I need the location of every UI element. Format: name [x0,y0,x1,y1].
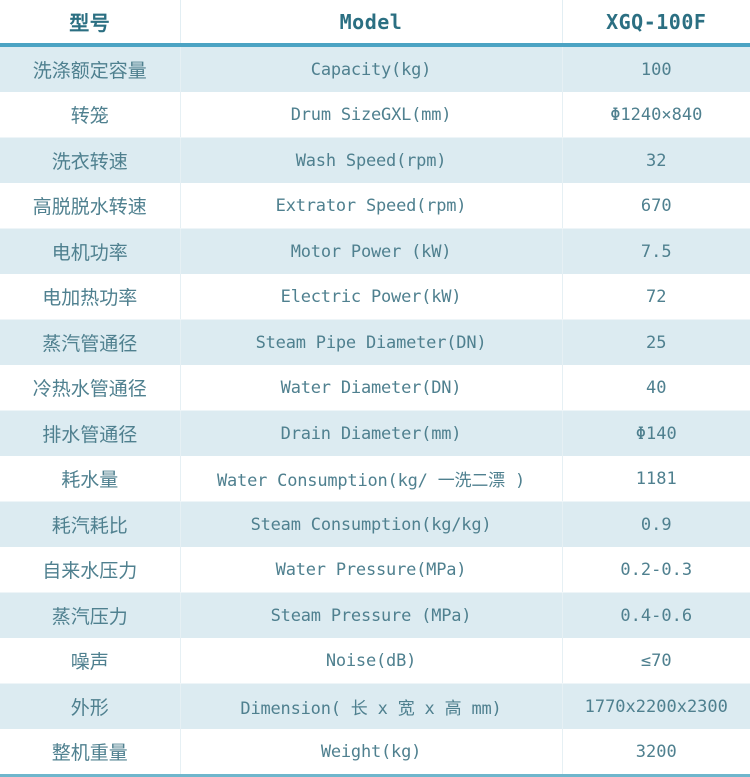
cell-parameter-value: Φ1240×840 [562,92,750,138]
cell-parameter-cn: 转笼 [0,92,181,138]
cell-parameter-cn: 蒸汽压力 [0,592,181,638]
cell-parameter-value: 40 [562,365,750,411]
table-row: 耗水量 Water Consumption(kg/ 一洗二漂 ) 1181 [0,456,750,502]
cell-parameter-cn: 冷热水管通径 [0,365,181,411]
table-row: 洗衣转速 Wash Speed(rpm) 32 [0,137,750,183]
cell-parameter-cn: 洗衣转速 [0,137,181,183]
table-row: 外形 Dimension( 长 x 宽 x 高 mm) 1770x2200x2300 [0,683,750,729]
cell-parameter-en: Steam Pressure (MPa) [180,592,563,638]
cell-parameter-en: Capacity(kg) [180,45,563,92]
cell-parameter-value: 1181 [562,456,750,502]
table-row: 整机重量 Weight(kg) 3200 [0,729,750,777]
cell-parameter-value: 7.5 [640,241,672,262]
table-row: 蒸汽管通径 Steam Pipe Diameter(DN) 25 [0,319,750,365]
column-header-model-cn: 型号 [0,0,181,45]
cell-parameter-value: Φ140 [635,423,677,444]
table-row: 噪声 Noise(dB) ≤70 [0,638,750,684]
cell-parameter-cn: 排水管通径 [0,410,181,456]
table-row: 转笼 Drum SizeGXL(mm) Φ1240×840 [0,92,750,138]
cell-parameter-value: 3200 [562,729,750,777]
table-row: 电机功率 Motor Power (kW) 7.5 [0,228,750,274]
cell-parameter-cn: 洗涤额定容量 [0,45,181,92]
table-header-row: 型号 Model XGQ-100F [0,0,750,45]
table-row: 耗汽耗比 Steam Consumption(kg/kg) 0.9 [0,501,750,547]
cell-parameter-value: 0.9 [640,514,672,535]
cell-parameter-value: 72 [562,274,750,320]
cell-parameter-cn: 整机重量 [0,729,181,777]
cell-parameter-value: 100 [640,59,672,80]
column-header-model-value: XGQ-100F [606,9,707,34]
cell-parameter-en: Water Pressure(MPa) [180,547,563,593]
cell-parameter-value: ≤70 [562,638,750,684]
cell-parameter-en: Motor Power (kW) [180,228,563,274]
cell-parameter-en: Wash Speed(rpm) [180,137,563,183]
cell-parameter-cn: 自来水压力 [0,547,181,593]
cell-parameter-en: Water Diameter(DN) [180,365,563,411]
cell-parameter-en: Drain Diameter(mm) [180,410,563,456]
cell-parameter-cn: 高脱脱水转速 [0,183,181,229]
cell-parameter-en: Water Consumption(kg/ 一洗二漂 ) [180,456,563,502]
table-body: 洗涤额定容量 Capacity(kg) 100 转笼 Drum SizeGXL(mm) Φ… [0,45,750,777]
table-row: 排水管通径 Drain Diameter(mm) Φ140 [0,410,750,456]
column-header-model-en: Model [180,0,563,45]
table-row: 高脱脱水转速 Extrator Speed(rpm) 670 [0,183,750,229]
cell-parameter-cn: 外形 [0,683,181,729]
cell-parameter-en: Extrator Speed(rpm) [180,183,563,229]
cell-parameter-en: Steam Consumption(kg/kg) [180,501,563,547]
cell-parameter-en: Steam Pipe Diameter(DN) [180,319,563,365]
cell-parameter-en: Electric Power(kW) [180,274,563,320]
cell-parameter-value: 1770x2200x2300 [584,696,728,717]
cell-parameter-en: Weight(kg) [180,729,563,777]
cell-parameter-cn: 耗水量 [0,456,181,502]
cell-parameter-cn: 电机功率 [0,228,181,274]
cell-parameter-cn: 噪声 [0,638,181,684]
table-row: 洗涤额定容量 Capacity(kg) 100 [0,45,750,92]
cell-parameter-cn: 耗汽耗比 [0,501,181,547]
cell-parameter-cn: 蒸汽管通径 [0,319,181,365]
table-row: 电加热功率 Electric Power(kW) 72 [0,274,750,320]
cell-parameter-en: Noise(dB) [180,638,563,684]
table-row: 蒸汽压力 Steam Pressure (MPa) 0.4-0.6 [0,592,750,638]
cell-parameter-en: Dimension( 长 x 宽 x 高 mm) [180,683,563,729]
table-header: 型号 Model XGQ-100F [0,0,750,45]
cell-parameter-value: 670 [562,183,750,229]
cell-parameter-value: 0.4-0.6 [620,605,693,626]
table-row: 冷热水管通径 Water Diameter(DN) 40 [0,365,750,411]
cell-parameter-en: Drum SizeGXL(mm) [180,92,563,138]
cell-parameter-value: 32 [646,150,667,171]
cell-parameter-value: 0.2-0.3 [562,547,750,593]
cell-parameter-value: 25 [646,332,667,353]
table-row: 自来水压力 Water Pressure(MPa) 0.2-0.3 [0,547,750,593]
cell-parameter-cn: 电加热功率 [0,274,181,320]
